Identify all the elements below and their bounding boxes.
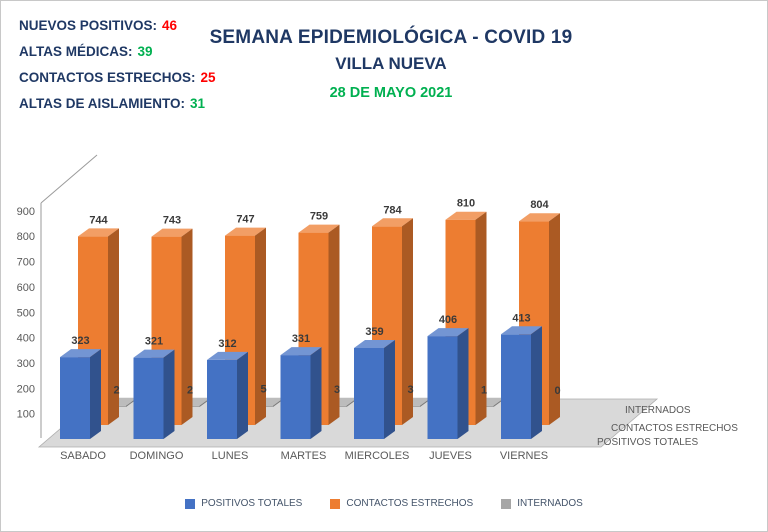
y-tick-label: 300 [17,358,35,370]
y-tick-label: 100 [17,409,35,421]
summary-stats: NUEVOS POSITIVOS: 46 ALTAS MÉDICAS: 39 CON… [19,13,216,117]
value-label: 5 [260,384,266,396]
legend-label: INTERNADOS [517,498,583,509]
stat-contactos-estrechos: CONTACTOS ESTRECHOS: 25 [19,65,216,91]
bar [354,340,395,439]
legend-swatch [185,498,196,509]
page-title: SEMANA EPIDEMIOLÓGICA - COVID 19 [209,27,573,48]
value-label: 2 [187,385,193,397]
value-label: 321 [145,336,163,348]
stat-value: 31 [190,96,206,111]
y-tick-label: 800 [17,231,35,243]
bar [427,328,469,439]
category-label: MIERCOLES [345,450,410,462]
category-label: SABADO [60,450,106,462]
stat-label: CONTACTOS ESTRECHOS: [19,70,196,85]
value-label: 3 [407,384,413,396]
legend-item: INTERNADOS [501,498,583,509]
value-label: 2 [113,385,119,397]
y-tick-label: 900 [17,206,35,218]
legend-swatch [330,498,341,509]
stat-value: 46 [162,18,178,33]
value-label: 406 [439,314,457,326]
value-label: 759 [310,211,328,223]
stat-label: ALTAS DE AISLAMIENTO: [19,96,185,111]
value-label: 747 [236,214,254,226]
wall-top-edge [40,154,98,204]
y-tick-label: 500 [17,307,35,319]
report-date: 28 DE MAYO 2021 [329,85,453,101]
legend-label: POSITIVOS TOTALES [201,498,303,509]
value-label: 413 [512,312,530,324]
chart-legend: POSITIVOS TOTALES CONTACTOS ESTRECHOS INTE… [1,498,767,509]
legend-item: POSITIVOS TOTALES [185,498,302,509]
legend-swatch [501,498,512,509]
value-label: 359 [365,326,383,338]
category-label: LUNES [212,450,249,462]
stat-label: ALTAS MÉDICAS: [19,44,133,59]
bar [280,347,322,439]
y-tick-label: 200 [17,383,35,395]
value-label: 3 [334,384,340,396]
bar [133,349,175,439]
depth-axis-label: CONTACTOS ESTRECHOS [611,423,738,434]
value-label: 331 [292,333,310,345]
value-label: 784 [383,204,402,216]
value-label: 323 [71,335,89,347]
y-tick-label: 600 [17,282,35,294]
stat-altas-medicas: ALTAS MÉDICAS: 39 [19,39,216,65]
depth-axis-label: INTERNADOS [625,405,691,416]
value-label: 804 [530,199,549,211]
category-label: DOMINGO [130,450,184,462]
bar [60,349,101,439]
legend-label: CONTACTOS ESTRECHOS [346,498,474,509]
page-subtitle: VILLA NUEVA [335,54,447,73]
stat-value: 39 [137,44,153,59]
stat-label: NUEVOS POSITIVOS: [19,18,158,33]
y-tick-label: 400 [17,333,35,345]
value-label: 743 [163,215,181,227]
value-label: 810 [457,198,475,210]
stat-nuevos-positivos: NUEVOS POSITIVOS: 46 [19,13,216,39]
category-label: JUEVES [429,450,472,462]
y-tick-label: 700 [17,257,35,269]
bar [207,351,248,439]
value-label: 312 [218,338,236,350]
category-label: MARTES [281,450,327,462]
category-label: VIERNES [500,450,548,462]
depth-axis-label: POSITIVOS TOTALES [597,437,698,448]
value-label: 0 [554,385,560,397]
value-label: 1 [481,385,487,397]
bar [501,326,542,439]
stat-altas-aislamiento: ALTAS DE AISLAMIENTO: 31 [19,91,216,117]
chart-title-block: SEMANA EPIDEMIOLÓGICA - COVID 19 VILLA N… [181,25,601,101]
value-label: 744 [89,214,108,226]
chart-floor [37,398,659,448]
legend-item: CONTACTOS ESTRECHOS [330,498,473,509]
stat-value: 25 [200,70,216,85]
